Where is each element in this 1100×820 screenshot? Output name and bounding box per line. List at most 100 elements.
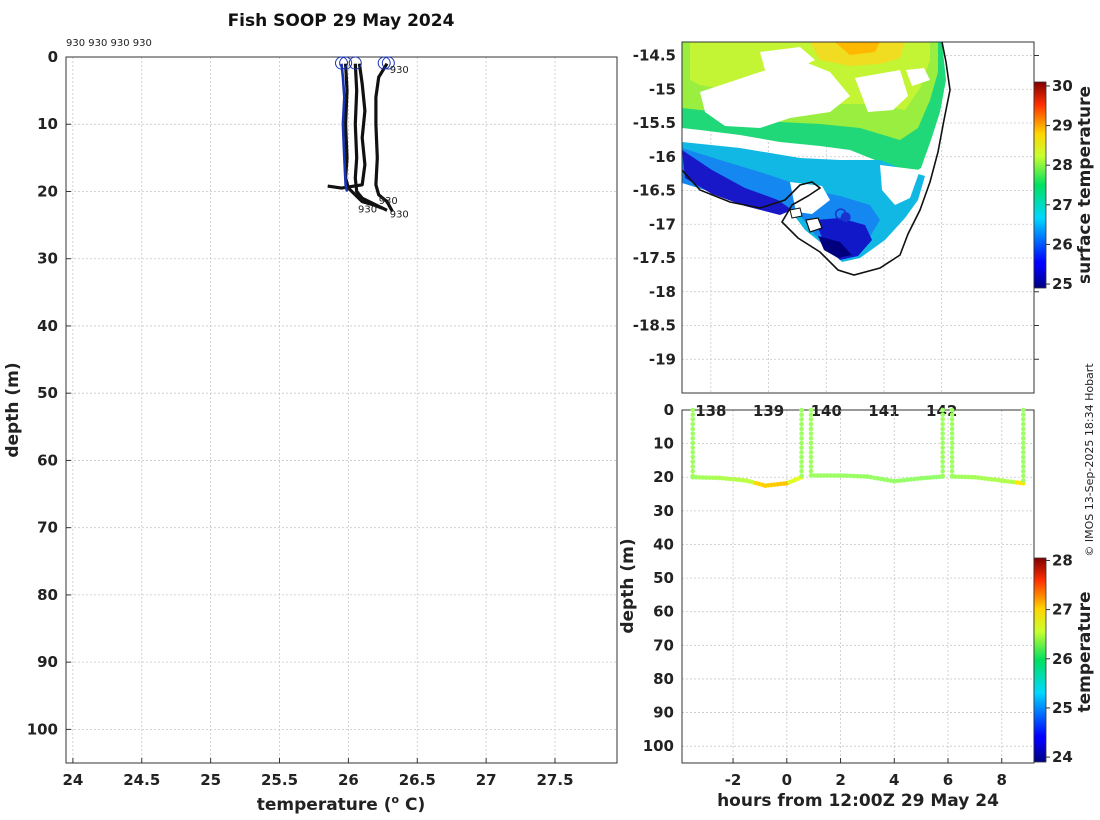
- depth-time-point: [949, 468, 955, 474]
- depth-time-point: [940, 473, 945, 479]
- profile-top-labels: 930 930 930 930: [66, 38, 152, 49]
- depth-time-point: [841, 473, 847, 478]
- depth-time-point: [908, 477, 914, 482]
- depth-time-point: [700, 475, 706, 480]
- profile-panel: Fish SOOP 29 May 2024 930 930 930 930 24…: [3, 11, 618, 815]
- depth-time-point: [690, 417, 696, 422]
- depth-time-point: [834, 473, 840, 478]
- depth-time-point: [808, 435, 814, 441]
- depth-time-point: [949, 464, 955, 469]
- sst-colorbar: [1033, 81, 1047, 289]
- depth-time-point: [979, 475, 984, 481]
- figure-title: Fish SOOP 29 May 2024: [228, 11, 455, 31]
- depth-time-point: [808, 417, 814, 422]
- depth-time-point: [799, 450, 804, 455]
- depth-time-point: [940, 454, 945, 460]
- depth-time-point: [1020, 454, 1026, 460]
- depth-time-x-axis-label: hours from 12:00Z 29 May 24: [717, 791, 999, 811]
- depth-time-x-tick-label: 2: [835, 771, 845, 789]
- depth-time-point: [962, 474, 968, 480]
- depth-time-point: [982, 476, 988, 481]
- depth-time-point: [940, 450, 945, 455]
- depth-time-point: [808, 464, 814, 469]
- depth-time-point: [831, 473, 837, 478]
- depth-time-point: [949, 440, 955, 446]
- depth-time-point: [811, 473, 817, 478]
- depth-time-y-tick-label: 20: [653, 468, 674, 486]
- map-lon-tick-label: 139: [753, 402, 784, 420]
- imos-credit: © IMOS 13-Sep-2025 18:34 Hobart: [1083, 363, 1096, 557]
- depth-time-point: [727, 476, 732, 482]
- depth-time-point: [949, 474, 955, 479]
- depth-time-point: [828, 473, 833, 478]
- coastline: [682, 42, 951, 276]
- temperature-colorbar-tick-label: 26: [1052, 650, 1073, 668]
- sst-colorbar-ticks: 25 26 27 28 29 30: [1046, 77, 1073, 293]
- profile-surface-marker: [381, 56, 395, 70]
- depth-time-point: [799, 435, 804, 441]
- depth-time-point: [808, 473, 814, 478]
- depth-time-point: [799, 454, 804, 460]
- depth-time-point: [799, 426, 804, 432]
- depth-time-point: [690, 459, 696, 465]
- depth-time-point: [940, 412, 945, 418]
- depth-time-point: [949, 426, 955, 432]
- depth-time-point: [799, 412, 804, 418]
- depth-time-point: [690, 426, 696, 432]
- depth-time-point: [902, 477, 907, 483]
- depth-time-y-tick-label: 80: [653, 670, 674, 688]
- map-lon-tick-label: 140: [811, 402, 842, 420]
- depth-time-point: [1020, 464, 1026, 469]
- profile-line-4: [374, 62, 394, 213]
- sst-colorbar-tick-label: 25: [1052, 275, 1073, 293]
- depth-time-point: [690, 450, 696, 455]
- depth-time-point: [808, 445, 814, 450]
- sst-colorbar-label: surface temperature: [1075, 86, 1095, 284]
- depth-time-point: [815, 473, 820, 478]
- depth-time-point: [825, 473, 830, 478]
- depth-time-point: [808, 421, 814, 427]
- depth-time-point: [940, 464, 945, 469]
- profile-x-tick-label: 27: [476, 771, 497, 789]
- depth-time-plot-frame: [681, 409, 1035, 764]
- depth-time-point: [730, 476, 736, 482]
- depth-time-point: [690, 421, 696, 427]
- depth-time-point: [799, 459, 804, 465]
- depth-time-point: [799, 468, 804, 474]
- depth-time-point: [1020, 426, 1026, 432]
- depth-time-x-ticks: -2 0 2 4 6 8: [725, 758, 1007, 789]
- depth-time-point: [799, 421, 804, 427]
- profile-x-tick-label: 24: [62, 771, 83, 789]
- depth-time-point: [953, 474, 958, 479]
- depth-time-y-tick-label: 40: [653, 535, 674, 553]
- profile-x-label-end: C): [399, 795, 425, 815]
- depth-time-point: [808, 426, 814, 432]
- profile-x-tick-label: 25: [200, 771, 221, 789]
- profile-surface-marker: [377, 56, 391, 70]
- sst-colorbar-tick-label: 29: [1052, 117, 1073, 135]
- depth-time-y-tick-label: 100: [643, 737, 674, 755]
- depth-time-point: [799, 464, 804, 469]
- map-lat-tick-label: -17: [649, 215, 676, 233]
- depth-time-point: [844, 473, 850, 479]
- profile-x-label-base: temperature (: [257, 795, 392, 815]
- map-lon-tick-label: 138: [695, 402, 726, 420]
- depth-time-point: [855, 473, 860, 479]
- depth-time-point: [949, 421, 955, 427]
- depth-time-point: [799, 473, 804, 479]
- temperature-colorbar-tick-label: 27: [1052, 601, 1073, 619]
- depth-time-point: [949, 445, 955, 450]
- profile-y-ticks: 0 10 20 30 40 50 60 70 80 90 100: [27, 48, 71, 738]
- depth-time-x-tick-label: 4: [889, 771, 899, 789]
- depth-time-y-tick-label: 50: [653, 569, 674, 587]
- depth-time-point: [1020, 431, 1026, 436]
- profile-x-tick-label: 24.5: [123, 771, 160, 789]
- depth-time-point: [690, 435, 696, 441]
- profile-surface-marker: [348, 56, 362, 70]
- map-lon-tick-label: 141: [868, 402, 899, 420]
- sst-colorbar-tick-label: 27: [1052, 196, 1073, 214]
- profile-y-tick-label: 0: [48, 48, 58, 66]
- depth-time-point: [940, 431, 945, 436]
- depth-time-y-tick-label: 30: [653, 502, 674, 520]
